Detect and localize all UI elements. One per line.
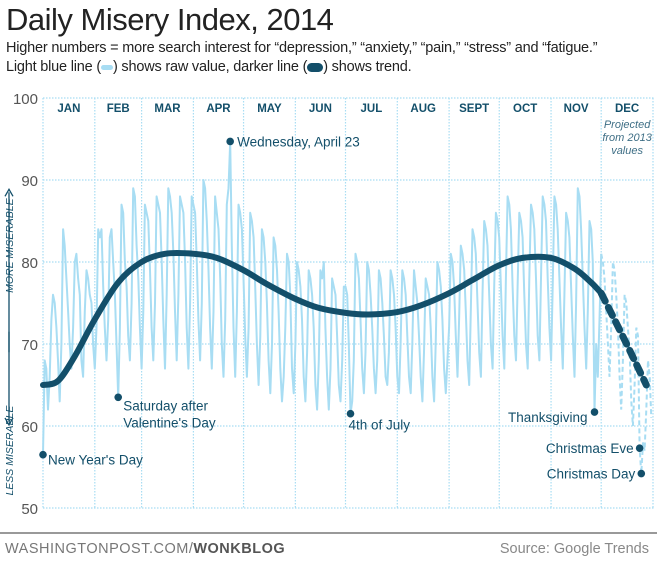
annotation-label: Christmas Day — [547, 467, 636, 482]
footer-credit: WASHINGTONPOST.COM/WONKBLOG — [5, 541, 285, 557]
raw-series-line — [42, 140, 603, 455]
month-label: JUL — [361, 103, 383, 115]
annotation-label: Wednesday, April 23 — [237, 134, 360, 149]
footer-site: WASHINGTONPOST.COM/ — [5, 541, 194, 557]
month-label: MAY — [257, 103, 282, 115]
month-label: APR — [206, 103, 231, 115]
projection-note: from 2013 — [602, 132, 652, 144]
month-label: JUN — [309, 103, 332, 115]
month-label: NOV — [564, 103, 589, 115]
annotation-dot — [39, 450, 47, 459]
month-label: SEPT — [459, 103, 489, 115]
arrow-up-icon — [4, 187, 14, 197]
y-tick-label: 70 — [21, 337, 38, 354]
raw-series-projected-line — [600, 253, 653, 474]
month-label: AUG — [410, 103, 436, 115]
trend-projected-line — [597, 289, 650, 389]
annotation-label: 4th of July — [349, 418, 411, 433]
annotation-dot — [346, 409, 355, 418]
annotation-label: Saturday after — [123, 398, 208, 413]
annotation-dot — [635, 444, 644, 452]
month-label: MAR — [154, 103, 181, 115]
annotation-dot — [590, 408, 599, 416]
month-label: OCT — [513, 103, 537, 115]
subtitle: Higher numbers = more search interest fo… — [6, 40, 598, 56]
month-label: JAN — [57, 103, 80, 115]
trend-line — [40, 250, 605, 388]
footer-blog: WONKBLOG — [193, 541, 286, 557]
legend-line: Light blue line ( ) shows raw value, dark… — [6, 59, 412, 75]
annotation-label: Valentine's Day — [123, 415, 216, 430]
y-label-more: MORE MISERABLE — [4, 197, 16, 293]
projection-note: Projected — [604, 119, 651, 131]
legend-raw-swatch — [100, 64, 113, 70]
projection-note: values — [611, 145, 643, 157]
y-label-less: LESS MISERABLE — [4, 405, 16, 496]
annotation-dot — [114, 393, 123, 402]
legend-trend-end: ) shows trend. — [323, 59, 412, 75]
y-tick-label: 100 — [13, 91, 38, 108]
footer-divider — [0, 532, 657, 534]
month-label: DEC — [615, 103, 639, 115]
legend-raw-text: Light blue line ( — [6, 59, 101, 75]
annotation-dot — [226, 137, 234, 146]
chart-title: Daily Misery Index, 2014 — [6, 2, 334, 37]
annotation-dot — [637, 469, 646, 478]
footer-source: Source: Google Trends — [499, 541, 649, 557]
y-tick-label: 60 — [21, 419, 38, 436]
legend-trend-swatch — [307, 62, 324, 72]
annotation-label: Christmas Eve — [546, 441, 634, 456]
y-tick-label: 50 — [21, 501, 38, 518]
arrow-down-icon — [4, 417, 14, 427]
y-tick-label: 90 — [21, 173, 38, 190]
y-tick-label: 80 — [21, 255, 38, 272]
legend-trend-text: ) shows raw value, darker line ( — [112, 59, 308, 75]
month-label: FEB — [107, 103, 130, 115]
plot-area: 50 60 70 80 90 100 JAN FEB MAR APR MAY JUN JUL AUG SEP… — [4, 91, 655, 518]
annotation-label: Thanksgiving — [508, 410, 588, 425]
annotation-label: New Year's Day — [48, 453, 143, 468]
